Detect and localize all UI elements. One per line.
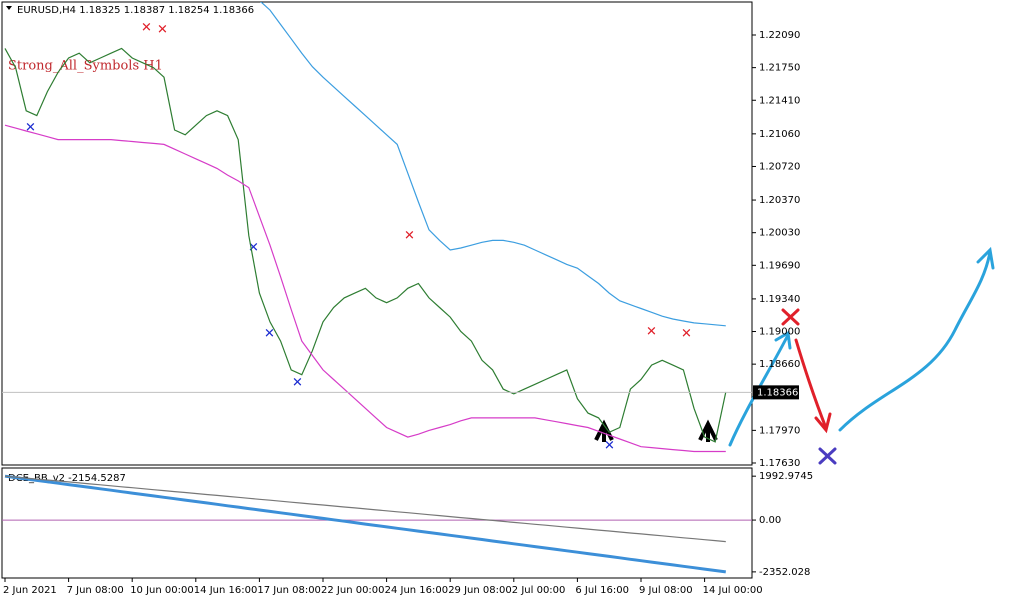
x-tick-label: 17 Jun 08:00 — [257, 585, 321, 596]
series-line — [4, 47, 727, 443]
x-tick-label: 9 Jul 08:00 — [639, 585, 693, 596]
series-line — [4, 475, 726, 543]
signal-marks: ✕ ✕ ✕ ✕ ✕ ✕ ✕ ✕ ✕ ✕ — [25, 21, 718, 454]
y-tick-label: -2352.028 — [759, 567, 810, 578]
x-mark: ✕ — [248, 241, 259, 256]
y-tick-label: 1.17630 — [759, 458, 800, 469]
arrow-up — [698, 419, 718, 442]
sub-frame — [1, 467, 753, 579]
x-tick-label: 14 Jul 00:00 — [703, 585, 763, 596]
y-tick-label: 1.19340 — [759, 294, 800, 305]
x-mark: ✕ — [646, 325, 657, 340]
plot — [4, 474, 726, 574]
annotation: Strong_All_Symbols H1 — [8, 59, 163, 74]
x-tick-label: 6 Jul 16:00 — [575, 585, 629, 596]
series-line — [4, 474, 726, 574]
y-tick-label: 1.20370 — [759, 195, 800, 206]
header: EURUSD,H4 1.18325 1.18387 1.18254 1.1836… — [17, 5, 254, 16]
x-tick-label: 14 Jun 16:00 — [194, 585, 258, 596]
hand-x — [818, 447, 837, 465]
y-tick-label: 1.21750 — [759, 63, 800, 74]
hand-arrow — [794, 338, 832, 434]
sub-title: DCE_BB_v2 -2154.5287 — [8, 473, 126, 484]
x-tick-label: 24 Jun 16:00 — [385, 585, 449, 596]
price-box — [753, 385, 799, 400]
x-mark: ✕ — [25, 121, 36, 136]
y-tick-label: 1.18660 — [759, 359, 800, 370]
x-tick-label: 10 Jun 00:00 — [130, 585, 194, 596]
x-mark: ✕ — [157, 23, 168, 38]
x-mark: ✕ — [141, 21, 152, 36]
hand-annotations — [728, 246, 995, 465]
hand-arrow — [838, 246, 995, 432]
y-tick-label: 1.17970 — [759, 425, 800, 436]
y-tick-label: 1.19000 — [759, 327, 800, 338]
y-tick-label: 1.19690 — [759, 260, 800, 271]
x-tick-label: 2 Jun 2021 — [3, 585, 57, 596]
x-mark: ✕ — [404, 229, 415, 244]
y-tick-label: 1.21060 — [759, 129, 800, 140]
series-line — [4, 124, 726, 453]
x-tick-label: 2 Jul 00:00 — [512, 585, 566, 596]
x-mark: ✕ — [292, 376, 303, 391]
main-frame — [1, 1, 753, 466]
plot — [4, 2, 727, 453]
menu-triangle — [6, 6, 12, 10]
hand-x — [781, 308, 800, 326]
x-mark: ✕ — [264, 327, 275, 342]
x-tick-label: 7 Jun 08:00 — [67, 585, 124, 596]
x-tick-label: 22 Jun 00:00 — [321, 585, 385, 596]
y-tick-label: 1992.9745 — [759, 471, 813, 482]
y-tick-label: 1.20720 — [759, 161, 800, 172]
y-tick-label: 1.20030 — [759, 228, 800, 239]
x-tick-label: 29 Jun 08:00 — [448, 585, 512, 596]
y-tick-label: 0.00 — [759, 515, 781, 526]
y-tick-label: 1.22090 — [759, 30, 800, 41]
series-line — [260, 2, 726, 327]
x-mark: ✕ — [681, 327, 692, 342]
y-tick-label: 1.21410 — [759, 95, 800, 106]
price-label: 1.18366 — [757, 387, 798, 398]
x-mark: ✕ — [604, 439, 615, 454]
